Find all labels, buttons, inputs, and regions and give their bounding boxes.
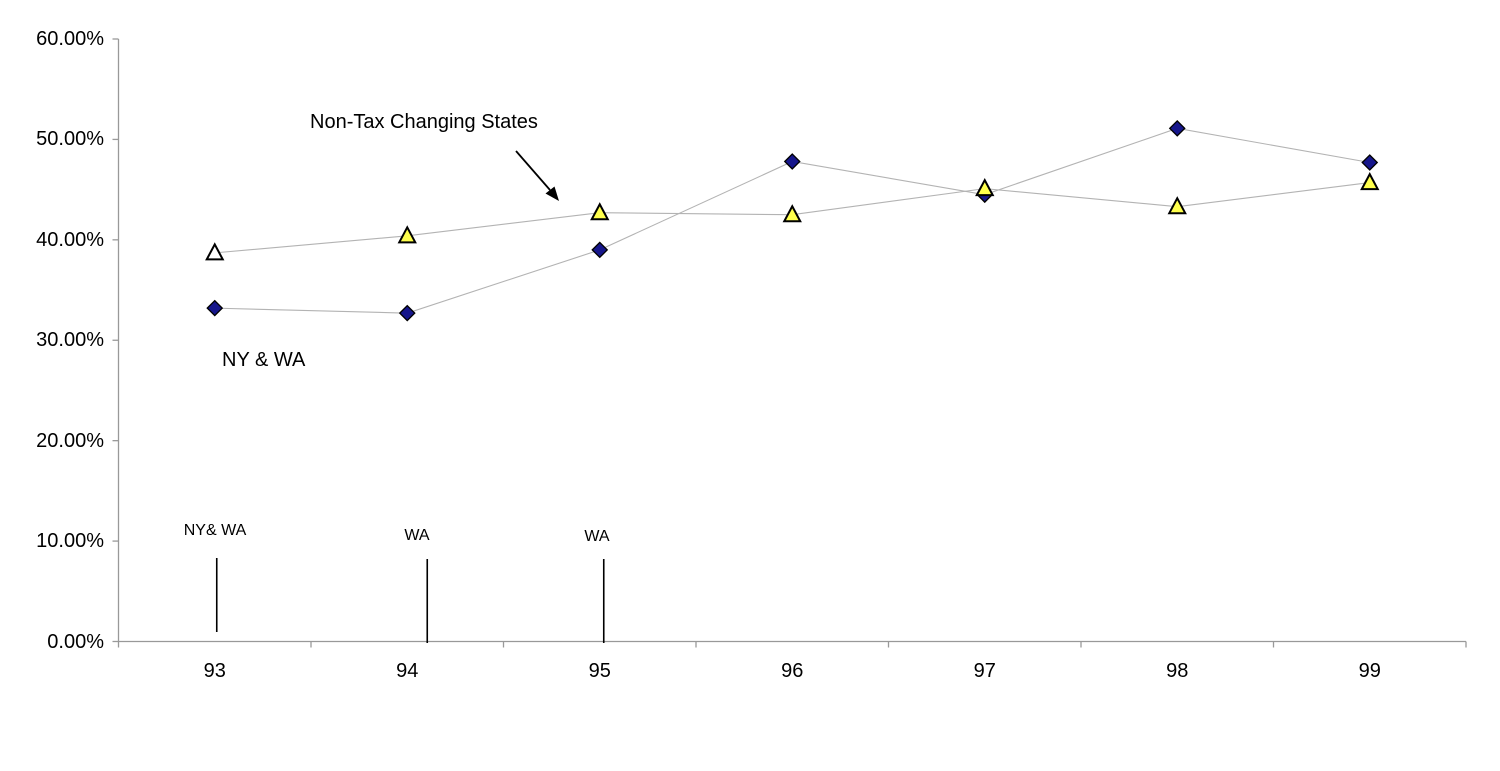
marker-diamond bbox=[398, 304, 416, 322]
marker-triangle bbox=[1167, 196, 1187, 215]
x-axis-tick-label: 99 bbox=[1358, 660, 1381, 682]
marker-diamond bbox=[591, 241, 609, 259]
y-axis-tick-label: 40.00% bbox=[36, 228, 104, 251]
annotation-arrow-shaft bbox=[515, 150, 551, 191]
x-axis-tick-label: 96 bbox=[781, 660, 804, 682]
marker-diamond bbox=[783, 153, 801, 170]
x-axis-tick-label: 97 bbox=[973, 660, 996, 682]
y-axis-tick-label: 10.00% bbox=[36, 530, 104, 553]
x-axis-tick-label: 94 bbox=[396, 660, 419, 682]
y-axis-tick-label: 30.00% bbox=[36, 329, 104, 352]
marker-triangle bbox=[975, 177, 995, 197]
x-axis-tick-label: 93 bbox=[203, 660, 226, 682]
marker-triangle bbox=[397, 225, 417, 244]
event-label-95-wa: WA bbox=[584, 528, 610, 545]
marker-triangle bbox=[205, 242, 225, 261]
x-axis-tick-label: 95 bbox=[588, 660, 611, 682]
y-axis-tick-label: 0.00% bbox=[47, 630, 104, 653]
y-axis-tick-label: 60.00% bbox=[36, 28, 104, 50]
marker-triangle bbox=[1360, 171, 1380, 191]
marker-diamond bbox=[1168, 119, 1186, 137]
series-label-ny-wa: NY & WA bbox=[222, 349, 306, 371]
event-label-94-wa: WA bbox=[404, 527, 430, 544]
y-axis-tick-label: 20.00% bbox=[36, 429, 104, 452]
x-axis-tick-label: 98 bbox=[1166, 660, 1189, 682]
marker-diamond bbox=[1361, 154, 1379, 171]
marker-triangle bbox=[590, 202, 610, 221]
y-axis-tick-label: 50.00% bbox=[36, 128, 104, 151]
series-label-non-tax-changing-states: Non-Tax Changing States bbox=[310, 111, 538, 133]
marker-triangle bbox=[782, 204, 802, 223]
annotation-arrow-head bbox=[545, 186, 559, 201]
event-label-93-ny-wa: NY& WA bbox=[183, 522, 247, 539]
marker-diamond bbox=[206, 299, 224, 317]
